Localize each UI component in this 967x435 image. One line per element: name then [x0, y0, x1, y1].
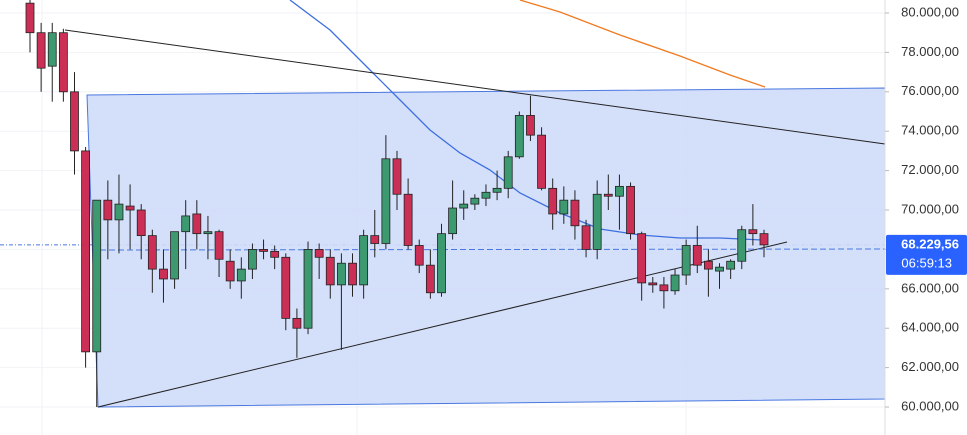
- last-price-label: 68.229,56: [901, 236, 959, 251]
- candle-body: [615, 185, 624, 197]
- candle-body: [503, 156, 513, 189]
- candle-body: [659, 284, 669, 292]
- candle-body: [181, 215, 191, 233]
- candle-body: [303, 249, 313, 329]
- candle-body: [759, 233, 769, 246]
- candle-body: [248, 249, 257, 270]
- candles: [25, 0, 769, 408]
- candle-body: [270, 250, 280, 258]
- candle-body: [626, 185, 635, 235]
- candle-body: [692, 245, 702, 266]
- candle-body: [70, 91, 79, 152]
- candle-body: [236, 268, 246, 282]
- candle-body: [581, 225, 591, 250]
- candle-body: [292, 317, 302, 329]
- candle-body: [348, 262, 357, 286]
- candle-body: [203, 231, 213, 235]
- candle-body: [336, 262, 346, 286]
- candle-body: [136, 209, 146, 237]
- candle-body: [648, 282, 658, 286]
- candle-body: [281, 256, 291, 319]
- candle-body: [737, 229, 747, 262]
- candle-body: [403, 193, 413, 246]
- candle-body: [125, 205, 135, 211]
- candle-body: [359, 235, 369, 286]
- y-tick-label: 80.000,00: [901, 4, 959, 19]
- y-tick-label: 70.000,00: [901, 201, 959, 216]
- candle-body: [92, 199, 102, 353]
- candle-body: [370, 235, 380, 244]
- candle-body: [170, 231, 179, 280]
- candle-body: [392, 158, 402, 195]
- y-tick-label: 62.000,00: [901, 359, 959, 374]
- candle-body: [548, 187, 558, 215]
- y-tick-label: 66.000,00: [901, 280, 959, 295]
- candle-body: [103, 199, 113, 221]
- price-axis: 60.000,0062.000,0064.000,0066.000,0068.0…: [885, 4, 967, 413]
- candle-body: [526, 115, 535, 136]
- y-tick-label: 78.000,00: [901, 44, 959, 59]
- candle-body: [325, 256, 335, 286]
- countdown-label: 06:59:13: [901, 255, 952, 270]
- candle-body: [715, 266, 724, 272]
- candle-body: [381, 158, 391, 244]
- price-label-box: [886, 234, 967, 275]
- candle-body: [36, 32, 46, 69]
- y-tick-label: 74.000,00: [901, 123, 959, 138]
- candle-body: [470, 197, 480, 205]
- candle-body: [703, 260, 713, 270]
- candle-body: [637, 233, 647, 284]
- candle-body: [448, 207, 458, 235]
- candle-body: [559, 199, 569, 215]
- candle-body: [147, 235, 157, 270]
- candle-body: [47, 32, 57, 67]
- candle-body: [25, 2, 35, 34]
- candle-body: [159, 268, 168, 280]
- candle-body: [603, 193, 613, 197]
- candle-body: [481, 191, 491, 199]
- candle-body: [514, 115, 524, 158]
- candle-body: [537, 134, 546, 189]
- candle-body: [670, 274, 680, 292]
- y-tick-label: 76.000,00: [901, 83, 959, 98]
- candle-body: [592, 193, 602, 250]
- y-tick-label: 60.000,00: [901, 398, 959, 413]
- trend-line: [97, 241, 788, 408]
- y-tick-label: 72.000,00: [901, 162, 959, 177]
- candle-body: [748, 229, 758, 235]
- candle-body: [225, 260, 235, 282]
- candle-body: [259, 249, 268, 252]
- candle-body: [681, 245, 691, 276]
- candle-body: [425, 264, 435, 294]
- candle-body: [58, 32, 68, 93]
- dashed-line: [99, 248, 886, 251]
- y-tick-label: 64.000,00: [901, 320, 959, 335]
- candle-body: [192, 213, 202, 235]
- candle-body: [492, 187, 502, 193]
- trend-line: [64, 29, 886, 145]
- candle-body: [214, 231, 224, 260]
- moving-average-line: [519, 0, 766, 88]
- candle-body: [81, 150, 91, 353]
- candle-body: [114, 203, 124, 221]
- candle-body: [570, 199, 580, 227]
- candle-body: [459, 203, 469, 209]
- candle-body: [726, 260, 736, 270]
- candle-body: [414, 245, 424, 266]
- candle-body: [314, 249, 324, 258]
- candle-body: [437, 233, 446, 294]
